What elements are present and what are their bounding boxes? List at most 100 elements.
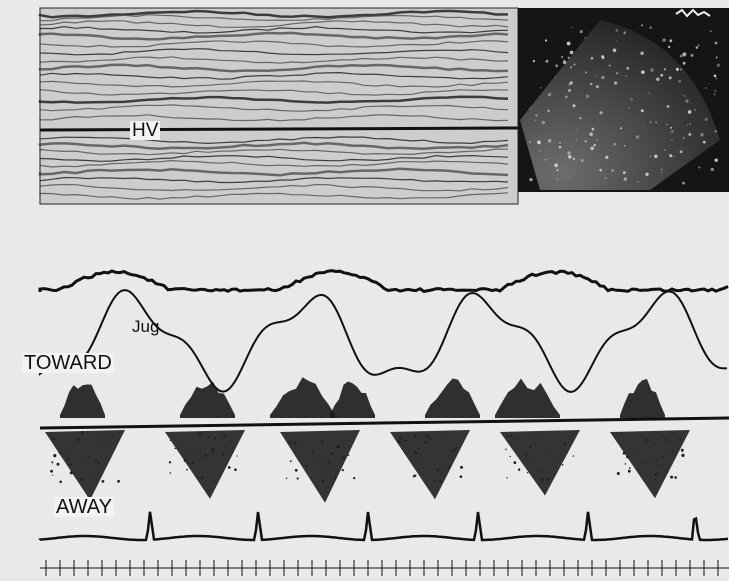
echo-speckle-dot bbox=[666, 123, 668, 126]
away-flow-speckle bbox=[514, 437, 517, 440]
time-scale-ticks bbox=[40, 560, 729, 576]
echo-speckle-dot bbox=[605, 155, 609, 159]
away-flow-speckle bbox=[622, 451, 626, 455]
echo-speckle-dot bbox=[599, 111, 603, 115]
away-flow-speckle bbox=[628, 467, 631, 469]
echo-speckle-dot bbox=[554, 76, 556, 78]
away-flow-speckle bbox=[627, 469, 631, 473]
echo-speckle-dot bbox=[626, 66, 630, 70]
away-flow-speckle bbox=[97, 461, 101, 465]
away-flow-speckle bbox=[203, 454, 207, 457]
echo-speckle-dot bbox=[655, 121, 657, 124]
jug-label: Jug bbox=[132, 317, 160, 336]
m-mode-band bbox=[39, 148, 508, 156]
away-flow-speckle bbox=[413, 435, 417, 439]
away-flow-wedge bbox=[165, 430, 245, 499]
echo-speckle-dot bbox=[637, 181, 639, 183]
respiratory-trace bbox=[38, 269, 729, 294]
away-flow-speckle bbox=[58, 451, 62, 454]
echo-speckle-dot bbox=[670, 126, 673, 129]
away-label: AWAY bbox=[54, 496, 114, 518]
away-flow-speckle bbox=[397, 440, 400, 444]
away-flow-speckle bbox=[183, 458, 187, 462]
away-flow-speckle bbox=[537, 469, 540, 472]
echo-speckle-dot bbox=[541, 120, 545, 125]
echo-speckle-dot bbox=[686, 124, 689, 126]
echo-speckle-dot bbox=[689, 131, 691, 133]
echo-speckle-dot bbox=[535, 114, 538, 117]
echo-speckle-dot bbox=[715, 159, 717, 161]
m-mode-band bbox=[39, 20, 509, 28]
away-flow-speckle bbox=[201, 458, 204, 461]
echo-speckle-dot bbox=[616, 40, 618, 42]
echo-speckle-dot bbox=[664, 68, 666, 71]
away-flow-speckle bbox=[169, 472, 172, 474]
away-flow-speckle bbox=[296, 477, 299, 480]
echo-speckle-dot bbox=[532, 60, 536, 63]
away-flow-speckle bbox=[353, 477, 356, 480]
away-flow-speckle bbox=[509, 455, 511, 458]
echo-speckle-dot bbox=[625, 75, 627, 77]
away-flow-speckle bbox=[89, 457, 92, 459]
echo-speckle-dot bbox=[681, 147, 682, 149]
away-flow-speckle bbox=[285, 477, 288, 480]
echo-speckle-dot bbox=[705, 87, 707, 89]
away-flow-speckle bbox=[321, 479, 325, 483]
away-flow-speckle bbox=[531, 462, 534, 464]
echo-speckle-dot bbox=[543, 121, 546, 124]
away-flow-speckle bbox=[69, 463, 72, 466]
away-flow-speckle bbox=[425, 434, 429, 438]
away-flow-speckle bbox=[563, 442, 567, 446]
echo-speckle-dot bbox=[559, 142, 561, 145]
away-flow-speckle bbox=[544, 454, 547, 457]
hv-cursor-line bbox=[39, 126, 519, 132]
away-flow-speckle bbox=[174, 447, 177, 450]
away-flow-speckle bbox=[646, 438, 649, 442]
m-mode-band bbox=[39, 154, 509, 162]
away-flow-speckle bbox=[513, 461, 517, 464]
toward-flow-blob bbox=[495, 378, 560, 418]
echo-speckle-dot bbox=[654, 154, 658, 159]
echo-speckle-dot bbox=[547, 93, 552, 97]
away-flow-speckle bbox=[436, 468, 440, 472]
away-flow-speckle bbox=[51, 461, 54, 464]
echo-speckle-dot bbox=[690, 53, 694, 57]
echo-speckle-dot bbox=[590, 146, 594, 151]
away-flow-speckle bbox=[304, 464, 308, 468]
toward-flow-blob bbox=[270, 377, 335, 418]
away-flow-speckle bbox=[558, 460, 561, 462]
away-flow-speckle bbox=[117, 479, 120, 483]
m-mode-band bbox=[39, 13, 509, 22]
echo-speckle-dot bbox=[710, 30, 712, 32]
echo-speckle-dot bbox=[660, 168, 663, 171]
echo-speckle-dot bbox=[576, 129, 578, 131]
echo-speckle-dot bbox=[556, 178, 558, 180]
away-flow-speckle bbox=[644, 461, 647, 464]
away-flow-speckle bbox=[341, 469, 344, 472]
away-flow-speckle bbox=[211, 447, 215, 451]
away-flow-speckle bbox=[616, 472, 620, 475]
echo-speckle-dot bbox=[593, 144, 596, 147]
echo-speckle-dot bbox=[648, 92, 650, 95]
m-mode-band bbox=[38, 63, 509, 73]
away-flow-speckle bbox=[624, 463, 627, 465]
echo-speckle-dot bbox=[710, 167, 714, 172]
away-flow-speckle bbox=[526, 472, 529, 474]
echo-speckle-dot bbox=[688, 133, 692, 136]
away-flow-wedge bbox=[45, 430, 125, 501]
echo-speckle-dot bbox=[601, 75, 605, 80]
echo-speckle-dot bbox=[666, 105, 670, 108]
echo-speckle-dot bbox=[534, 119, 537, 122]
away-flow-speckle bbox=[314, 462, 316, 464]
echo-speckle-dot bbox=[586, 94, 590, 98]
away-flow-speckle bbox=[540, 477, 544, 481]
ecg-marker-icon bbox=[675, 8, 711, 18]
m-mode-band bbox=[39, 192, 509, 200]
away-flow-speckle bbox=[50, 469, 53, 473]
echo-speckle-dot bbox=[668, 76, 672, 80]
away-flow-speckle bbox=[634, 452, 636, 454]
away-flow-speckle bbox=[288, 441, 292, 444]
away-flow-speckle bbox=[169, 439, 172, 442]
hv-label: HV bbox=[130, 120, 161, 141]
